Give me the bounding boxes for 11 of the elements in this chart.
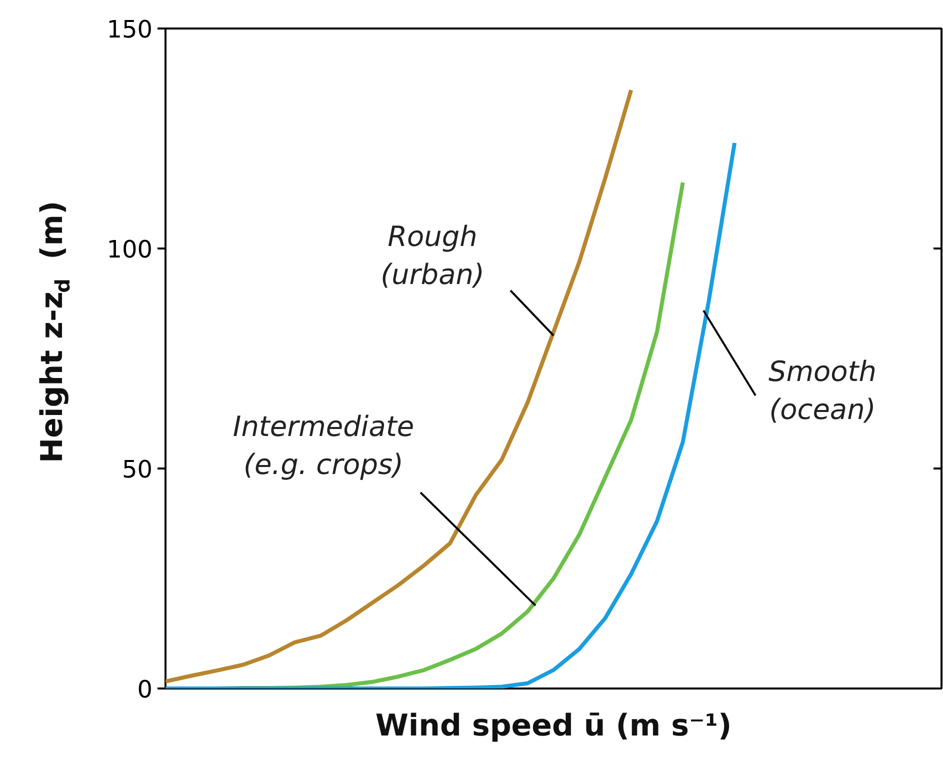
annotation: Smooth (ocean) xyxy=(768,355,877,426)
annotation: Intermediate (e.g. crops) xyxy=(232,410,414,481)
line-series xyxy=(166,88,634,684)
y-tick-label: 150 xyxy=(106,16,153,44)
x-axis-title: Wind speed ū (m s⁻¹) xyxy=(375,708,732,744)
annotation: Rough (urban) xyxy=(380,220,484,291)
line-series xyxy=(166,140,737,688)
y-axis-title: Height z-zd (m) xyxy=(35,200,74,463)
y-tick-label: 0 xyxy=(137,676,153,704)
y-tick-label: 100 xyxy=(106,236,153,264)
y-tick-label: 50 xyxy=(122,456,153,484)
